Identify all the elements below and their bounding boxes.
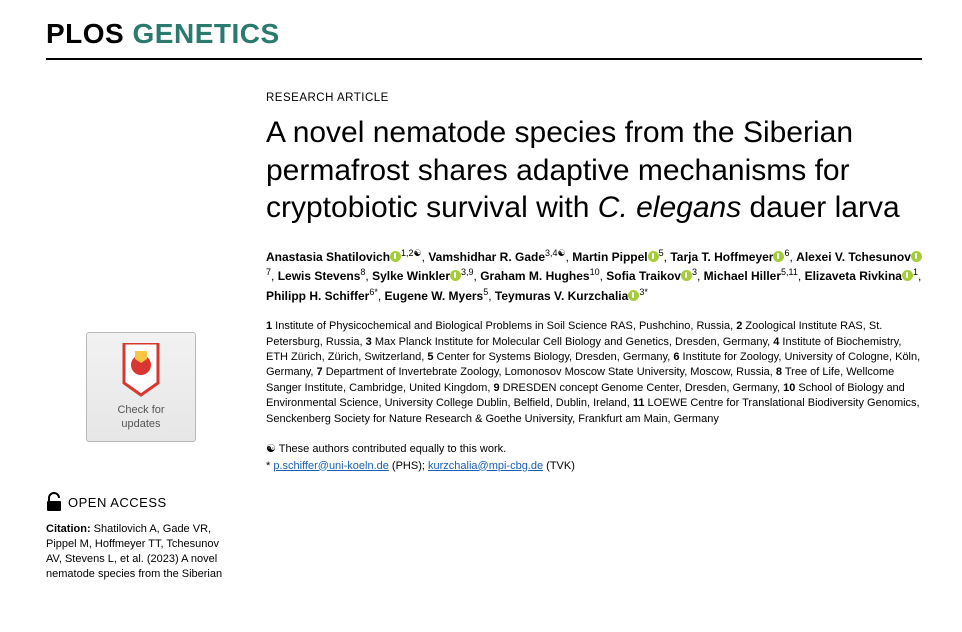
contribution-note: ☯ These authors contributed equally to t…	[266, 441, 922, 458]
article-type: RESEARCH ARTICLE	[266, 92, 922, 104]
correspondence-note: * p.schiffer@uni-koeln.de (PHS); kurzcha…	[266, 458, 922, 475]
article-content: RESEARCH ARTICLE A novel nematode specie…	[266, 92, 922, 581]
open-access-label: OPEN ACCESS	[68, 495, 167, 510]
orcid-icon[interactable]	[773, 251, 784, 262]
open-access-row: OPEN ACCESS	[46, 492, 236, 512]
orcid-icon[interactable]	[390, 251, 401, 262]
main-area: Check forupdates OPEN ACCESS Citation: S…	[46, 92, 922, 581]
sidebar: Check forupdates OPEN ACCESS Citation: S…	[46, 92, 236, 581]
orcid-icon[interactable]	[450, 270, 461, 281]
orcid-icon[interactable]	[681, 270, 692, 281]
journal-name: GENETICS	[133, 18, 280, 49]
crossmark-label: Check forupdates	[117, 404, 164, 430]
citation-block: Citation: Shatilovich A, Gade VR, Pippel…	[46, 522, 236, 581]
orcid-icon[interactable]	[911, 251, 922, 262]
crossmark-icon	[120, 343, 162, 398]
crossmark-button[interactable]: Check forupdates	[86, 332, 196, 442]
author-list: Anastasia Shatilovich1,2☯, Vamshidhar R.…	[266, 247, 922, 306]
journal-header: PLOS GENETICS	[46, 18, 922, 60]
orcid-icon[interactable]	[902, 270, 913, 281]
citation-label: Citation:	[46, 523, 94, 535]
orcid-icon[interactable]	[628, 290, 639, 301]
journal-plos: PLOS	[46, 18, 124, 49]
affiliation-list: 1 Institute of Physicochemical and Biolo…	[266, 319, 922, 427]
orcid-icon[interactable]	[648, 251, 659, 262]
open-lock-icon	[46, 492, 62, 512]
article-title: A novel nematode species from the Siberi…	[266, 114, 922, 227]
corr-email-2[interactable]: kurzchalia@mpi-cbg.de	[428, 460, 543, 472]
corr-email-1[interactable]: p.schiffer@uni-koeln.de	[273, 460, 389, 472]
